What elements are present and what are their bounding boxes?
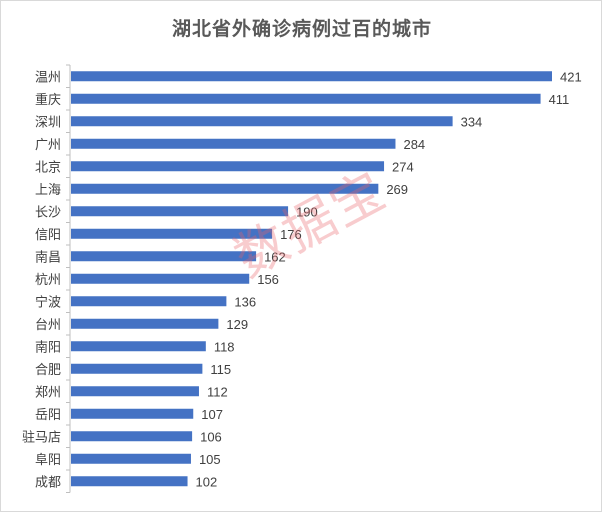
category-label: 阜阳 [35, 452, 61, 468]
category-label: 长沙 [35, 205, 61, 220]
bar [71, 296, 227, 307]
data-label: 156 [257, 272, 279, 287]
category-label: 上海 [35, 183, 61, 198]
data-label: 190 [296, 204, 318, 219]
category-label: 温州 [35, 70, 61, 85]
category-label: 北京 [35, 160, 61, 175]
data-label: 284 [403, 137, 425, 152]
bar [71, 161, 385, 172]
data-label: 115 [210, 362, 231, 377]
bar [71, 206, 289, 217]
data-label: 118 [214, 339, 235, 354]
chart-title: 湖北省外确诊病例过百的城市 [171, 18, 432, 40]
plot-area: 温州 421 重庆 411 深圳 334 广州 284 北京 274 上海 269 长沙 190 信阳 176… [22, 64, 582, 493]
bar [71, 273, 250, 284]
bar [71, 318, 219, 329]
data-label: 176 [280, 227, 302, 242]
data-label: 136 [234, 294, 256, 309]
bar [71, 386, 199, 397]
bar [71, 431, 193, 442]
category-label: 信阳 [35, 228, 61, 243]
data-label: 269 [386, 182, 408, 197]
bar [71, 453, 191, 464]
category-label: 合肥 [35, 363, 61, 378]
category-label: 宁波 [35, 294, 61, 310]
bar [71, 71, 552, 82]
bar [71, 476, 188, 487]
category-label: 深圳 [35, 115, 61, 130]
bar [71, 116, 453, 127]
bar [71, 408, 194, 419]
category-label: 成都 [35, 475, 61, 490]
data-label: 274 [392, 159, 414, 174]
bar [71, 93, 541, 104]
data-label: 334 [461, 114, 483, 129]
data-label: 112 [207, 384, 228, 399]
category-label: 南昌 [35, 249, 61, 265]
data-label: 421 [560, 69, 582, 84]
bar [71, 138, 396, 149]
data-label: 107 [201, 407, 223, 422]
category-label: 广州 [35, 138, 61, 153]
category-label: 台州 [35, 318, 61, 333]
bar [71, 341, 206, 352]
bar [71, 363, 203, 374]
category-label: 杭州 [35, 273, 61, 288]
category-label: 驻马店 [22, 430, 61, 445]
data-label: 106 [200, 429, 222, 444]
bar [71, 183, 379, 194]
category-label: 重庆 [35, 92, 61, 108]
data-label: 129 [226, 317, 248, 332]
data-label: 411 [549, 92, 570, 107]
category-label: 郑州 [35, 385, 61, 400]
data-label: 162 [264, 249, 286, 264]
data-label: 102 [196, 474, 218, 489]
category-label: 南阳 [35, 339, 61, 355]
category-label: 岳阳 [35, 408, 61, 423]
data-label: 105 [199, 452, 221, 467]
bar [71, 228, 273, 239]
bar [71, 251, 257, 262]
